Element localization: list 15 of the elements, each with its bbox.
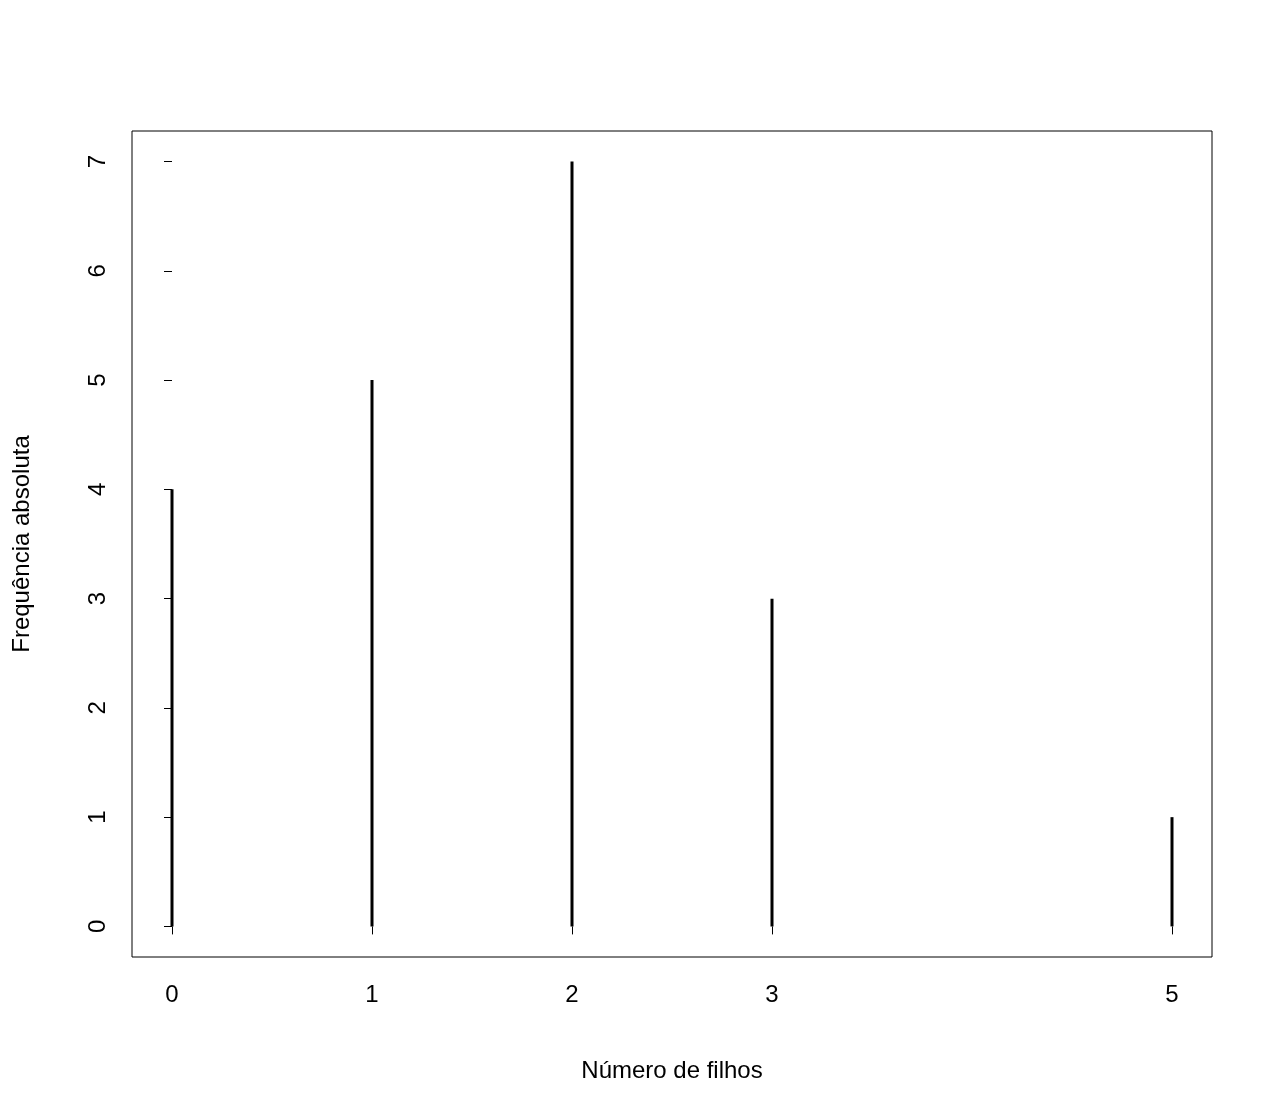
x-tick-label: 1 <box>365 979 379 1007</box>
y-tick-label: 0 <box>82 919 110 934</box>
y-tick-label: 4 <box>82 482 110 497</box>
y-tick-label: 6 <box>82 264 110 278</box>
x-tick-label: 2 <box>565 979 579 1007</box>
x-tick-label: 3 <box>765 979 779 1007</box>
y-tick-label: 5 <box>82 373 110 387</box>
y-tick-label: 1 <box>82 810 110 824</box>
x-tick-label: 5 <box>1165 979 1179 1007</box>
y-axis-title: Frequência absoluta <box>6 434 34 653</box>
y-tick-label: 7 <box>82 154 110 169</box>
y-tick-label: 3 <box>82 591 110 606</box>
x-tick-label: 0 <box>165 979 179 1007</box>
x-axis-title: Número de filhos <box>581 1055 763 1083</box>
y-tick-label: 2 <box>82 701 110 715</box>
